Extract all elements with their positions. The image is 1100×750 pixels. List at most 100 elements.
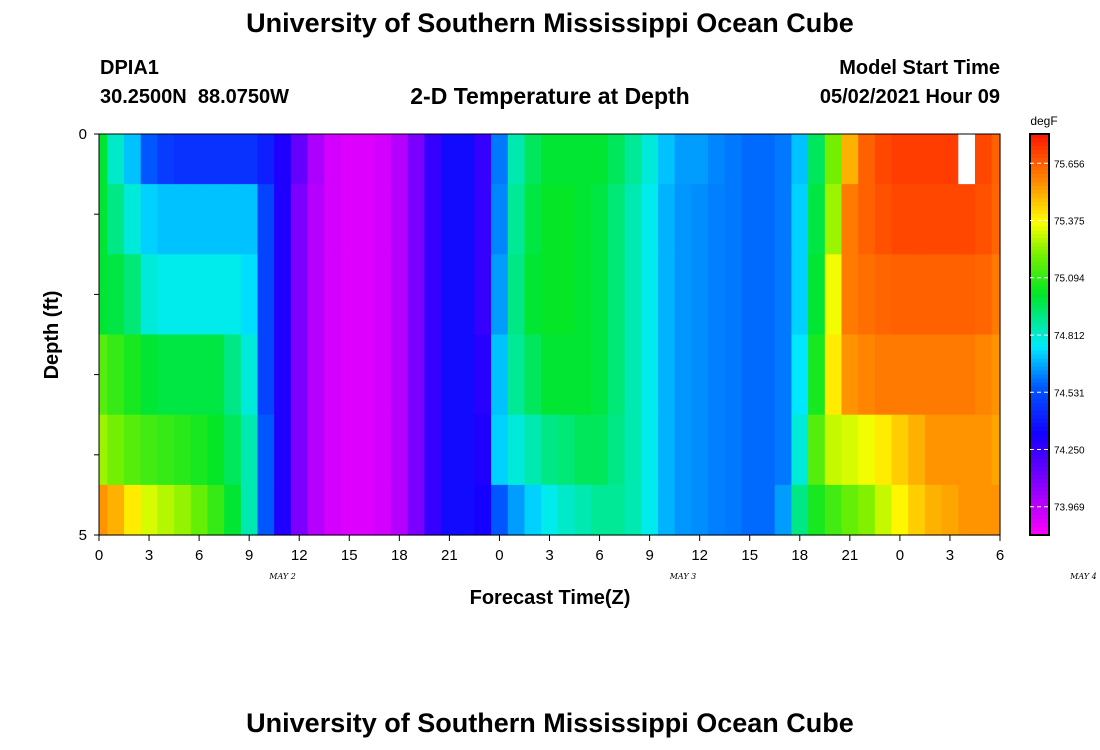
heatmap-cell [958,414,976,486]
heatmap-cell [941,184,959,255]
heatmap-cell [724,334,742,416]
heatmap-cell [491,414,509,486]
heatmap-cell [624,484,642,536]
heatmap-cell [624,184,642,255]
heatmap-cell [324,134,342,185]
x-tick-label: 3 [946,547,954,564]
heatmap-cell [374,254,392,336]
heatmap-cell [374,184,392,255]
colorbar-segment [1030,230,1049,235]
heatmap-cell [507,334,526,416]
heatmap-cell [607,184,626,255]
heatmap-cell [924,134,943,185]
heatmap-cell [991,334,1001,416]
heatmap-cell [724,484,742,536]
heatmap-cell [407,254,425,336]
heatmap-cell [708,484,726,536]
heatmap-cell [657,184,676,255]
heatmap-cell [390,254,409,336]
heatmap-cell [708,184,726,255]
heatmap-cell [441,254,459,336]
page-title-top: University of Southern Mississippi Ocean… [246,8,854,38]
heatmap-cell [441,414,459,486]
heatmap-cell [774,484,793,536]
heatmap-cell [174,334,192,416]
x-tick-label: 21 [441,547,458,564]
heatmap-cell [407,134,425,185]
colorbar-segment [1030,302,1049,308]
heatmap-cell [641,254,659,336]
station-id: DPIA1 [100,57,159,79]
heatmap-cell [874,184,893,255]
heatmap-cell [958,184,976,255]
heatmap-cell [824,334,843,416]
heatmap-cell [607,134,626,185]
colorbar-segment [1030,166,1049,171]
heatmap-cell [140,334,158,416]
heatmap-cell [224,414,242,486]
x-tick-label: 6 [996,547,1004,564]
x-axis-label: Forecast Time(Z) [470,587,631,609]
heatmap-cell [657,334,676,416]
heatmap-cell [357,484,375,536]
heatmap-cell [641,134,659,185]
heatmap-cell [674,334,692,416]
heatmap-cell [507,414,526,486]
heatmap-cell [891,414,909,486]
heatmap-cell [507,484,526,536]
colorbar-segment [1030,266,1049,271]
heatmap-cell [824,184,843,255]
colorbar-segment [1030,294,1049,300]
heatmap-cell [224,484,242,536]
heatmap-cell [140,134,158,185]
heatmap-cell [657,414,676,486]
heatmap-cell [924,414,943,486]
heatmap-cell [808,184,826,255]
x-tick-label: 6 [195,547,203,564]
colorbar-segment [1030,370,1049,376]
heatmap-cell [691,254,709,336]
heatmap-cell [240,414,259,486]
colorbar-segment [1030,234,1049,239]
heatmap-cell [190,414,209,486]
heatmap-cell [574,254,592,336]
heatmap-cell [474,254,492,336]
heatmap-cell [390,184,409,255]
heatmap-cell [541,414,559,486]
colorbar-segment [1030,454,1049,460]
heatmap-cell [941,484,959,536]
colorbar-segment [1030,154,1049,159]
colorbar-segment [1030,438,1049,444]
colorbar-tick-label: 74.250 [1054,446,1085,457]
heatmap-cell [908,414,926,486]
heatmap-cell [524,414,542,486]
heatmap-cell [941,334,959,416]
heatmap-cell [457,254,476,336]
heatmap-cell [841,484,859,536]
colorbar-segment [1030,142,1049,147]
heatmap-cell [641,334,659,416]
colorbar-segment [1030,434,1049,440]
colorbar-segment [1030,426,1049,432]
heatmap-cell [157,484,175,536]
heatmap-cell [140,484,158,536]
heatmap-cell [290,134,309,185]
heatmap-cell [240,334,259,416]
heatmap-cell [524,484,542,536]
colorbar-segment [1030,462,1049,468]
heatmap-cell [124,254,142,336]
colorbar-segment [1030,502,1049,508]
colorbar-segment [1030,390,1049,396]
heatmap-cell [808,414,826,486]
heatmap-cell [157,184,175,255]
heatmap-cell [157,134,175,185]
heatmap-cell [474,414,492,486]
colorbar-segment [1030,418,1049,424]
colorbar-segment [1030,326,1049,332]
colorbar-segment [1030,358,1049,364]
heatmap-cell [274,334,292,416]
colorbar-segment [1030,362,1049,368]
station-coordinates: 30.2500N 88.0750W [100,86,290,108]
heatmap-cell [858,134,876,185]
heatmap-cell [140,414,158,486]
